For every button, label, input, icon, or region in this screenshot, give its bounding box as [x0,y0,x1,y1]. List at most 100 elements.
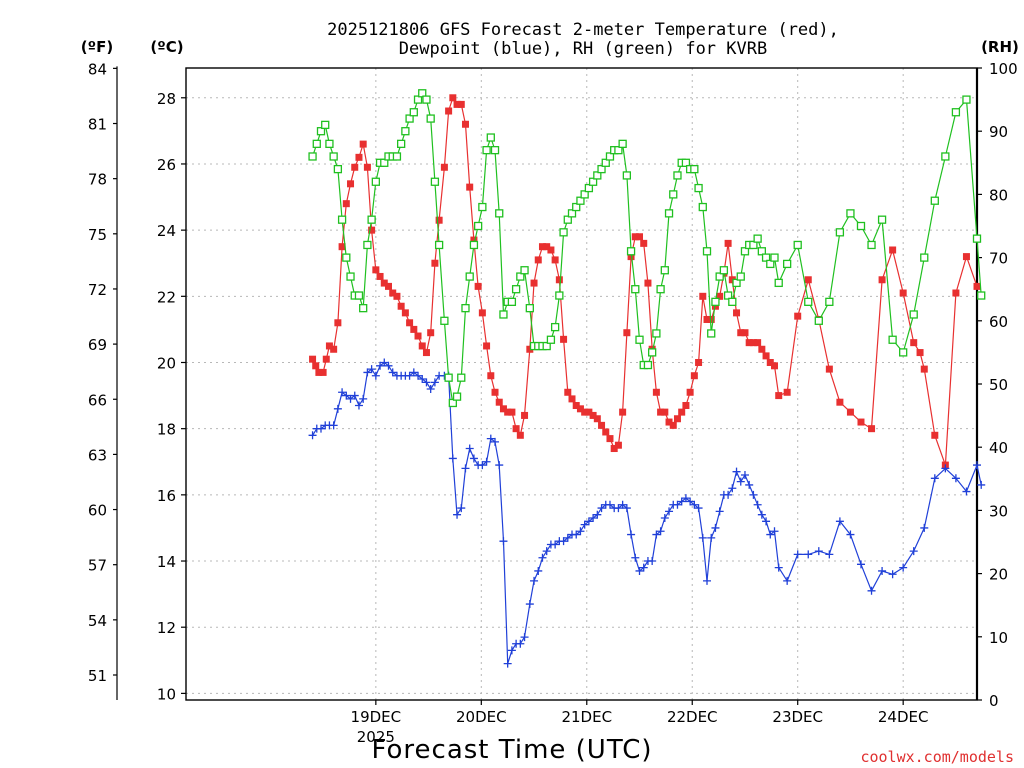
temperature-point [376,272,384,280]
temperature-point [889,246,897,254]
rh-point [525,304,534,313]
series [308,89,986,668]
temperature-point [737,329,745,337]
rh-point [422,95,431,104]
temperature-point [783,388,791,396]
temperature-point [636,233,644,241]
grid [186,68,977,700]
rh-point [584,183,594,193]
rh-point [325,139,334,148]
temperature-point [312,362,320,370]
fahrenheit-tick-label: 66 [88,391,107,409]
rh-point [405,114,414,123]
rh-point [732,278,741,288]
dewpoint-point [660,514,669,523]
temperature-point [431,259,439,267]
dewpoint-point [448,454,457,463]
temperature-point [372,266,380,274]
dewpoint-point [486,434,495,443]
rh-point [392,152,402,161]
dewpoint-point [846,530,855,539]
rh-point [660,266,669,275]
dewpoint-point [580,520,589,529]
fahrenheit-axis-unit: (ºF) [81,38,113,56]
temperature-point [920,365,928,373]
temperature-point [401,309,409,317]
temperature-point [627,253,635,261]
celsius-tick-label: 16 [157,487,176,505]
rh-point [555,291,564,300]
dewpoint-point [308,431,317,440]
rh-point [652,329,661,338]
rh-point [601,158,610,167]
dewpoint-point [951,474,960,483]
dewpoint-point [593,510,602,519]
temperature-point [716,292,724,300]
dewpoint-point [354,401,363,410]
temperature-point [449,94,457,102]
dewpoint-point [338,388,347,397]
rh-tick-label: 10 [989,629,1008,647]
temperature-point [754,339,762,347]
dewpoint-point [740,470,749,479]
temperature-point [521,411,529,419]
rh-point [329,152,338,161]
fahrenheit-tick-label: 63 [88,446,107,464]
temperature-point [440,163,448,171]
x-axis-title: Forecast Time (UTC) [371,735,652,765]
dewpoint-point [388,368,397,377]
celsius-tick-label: 14 [157,553,176,571]
celsius-tick-label: 24 [157,222,176,240]
temperature-point [368,226,376,234]
rh-point [316,127,326,136]
dewpoint-point [835,517,844,526]
rh-point [409,108,418,117]
temperature-point [418,342,426,350]
rh-point [490,146,500,155]
temperature-point [910,339,918,347]
rh-tick-label: 80 [989,186,1008,204]
rh-point [465,272,474,281]
dewpoint-point [766,530,775,539]
rh-point [664,209,674,218]
dewpoint-point [677,497,686,506]
temperature-point [644,279,652,287]
rh-point [363,240,372,250]
rh-point [482,146,491,155]
rh-point [622,171,632,180]
dewpoint-point [770,527,779,536]
rh-point [321,120,330,130]
temperature-point [682,402,690,410]
dewpoint-point [363,368,372,377]
rh-point [440,316,449,325]
temperature-point [359,140,367,148]
dewpoint-point [384,361,393,370]
rh-point [563,215,572,224]
x-tick-label: 21DEC [561,708,612,726]
rh-point [413,95,423,104]
dewpoint-point [414,371,423,380]
dewpoint-point [648,557,657,566]
dewpoint-point [359,394,368,403]
temperature-point [512,425,520,433]
dewpoint-point [899,563,908,572]
rh-point [920,253,929,262]
temperature-point [931,431,939,439]
temperature-point [427,329,435,337]
dewpoint-point [920,523,929,532]
rh-point [698,202,707,212]
temperature-point [899,289,907,297]
temperature-point [530,279,538,287]
dewpoint-point [589,514,598,523]
dewpoint-point [618,500,627,509]
temperature-point [351,163,359,171]
dewpoint-point [329,421,338,430]
temperature-point [564,388,572,396]
x-tick-label: 22DEC [667,708,718,726]
rh-point [346,272,355,281]
temperature-point [551,256,559,264]
temperature-point [397,302,405,310]
temperature-point [568,395,576,403]
dewpoint-point [888,570,897,579]
rh-point [572,202,581,212]
